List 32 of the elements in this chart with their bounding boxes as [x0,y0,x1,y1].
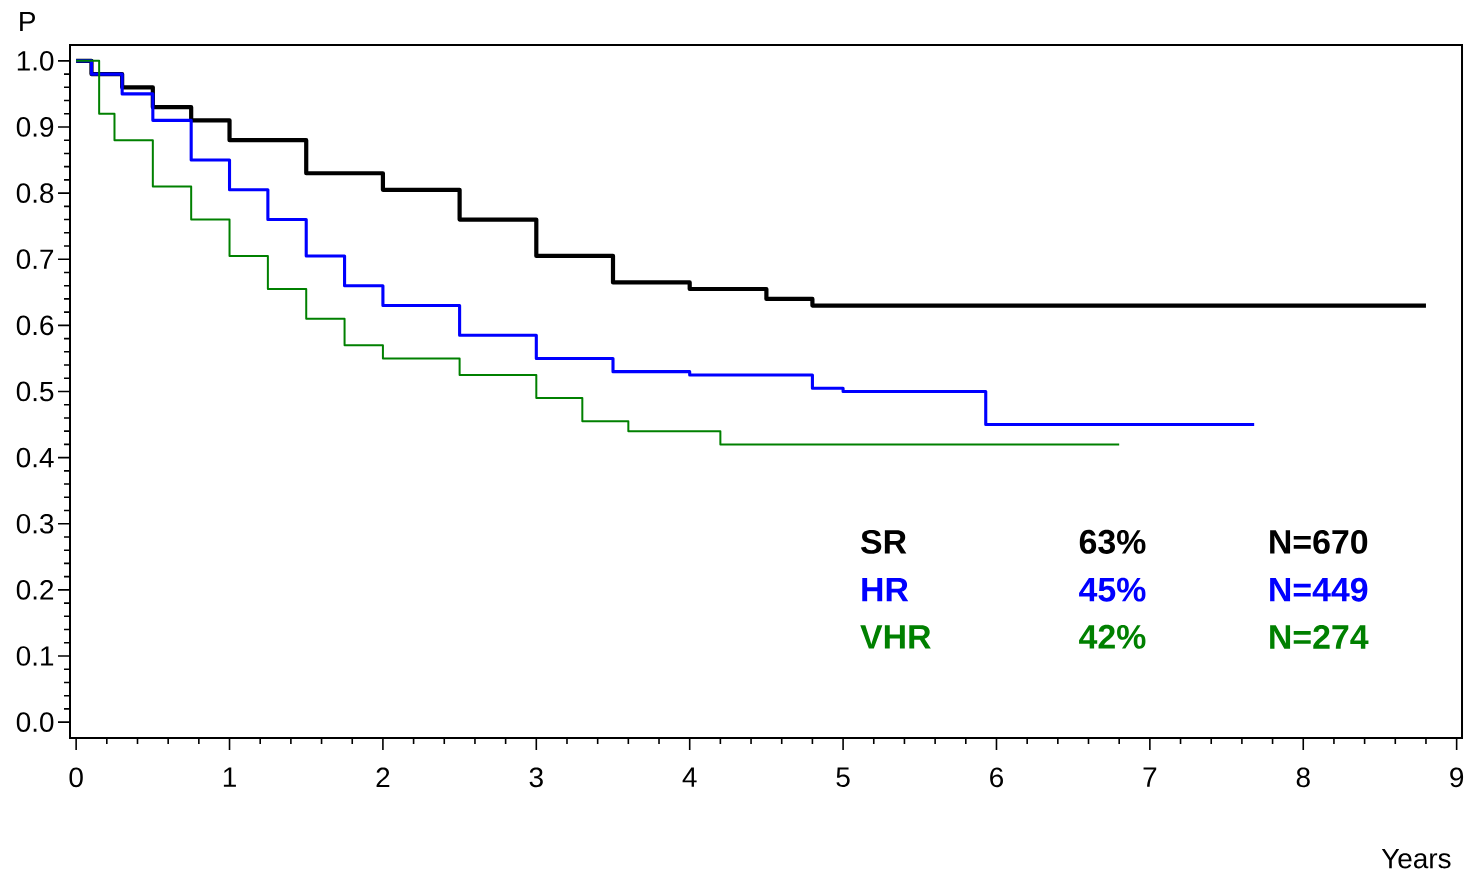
text: SR [860,529,907,554]
annotation: 45% [1079,577,1146,602]
x-tick-label: 0 [69,767,83,788]
y-tick-label: 0.0 [16,712,54,732]
y-tick-label: 1.0 [17,50,54,71]
x-tick-label: 3 [529,767,543,788]
y-tick-label: 0.6 [16,315,54,336]
x-tick-label: 1 [223,767,236,787]
annotation: N=670 [1270,529,1368,554]
y-tick-label: 0.7 [16,249,54,270]
y-tick-label: 0.1 [16,646,54,666]
x-tick-label: 4 [682,767,697,787]
y-tick-label: 0.5 [16,381,54,402]
y-tick-label: 0.9 [16,117,54,137]
annotation: 42% [1079,624,1146,649]
y-tick-label: 0.8 [16,183,54,203]
text: VHR [860,625,931,649]
x-axis-title: Years [1381,848,1451,869]
x-tick-label: 8 [1296,767,1310,788]
y-tick-label: 0.3 [16,513,54,534]
x-tick-label: 2 [376,767,390,787]
y-tick-label: 0.4 [16,447,54,468]
annotation: 63% [1079,529,1146,554]
annotation: N=449 [1270,577,1368,602]
x-tick-label: 5 [836,767,850,787]
annotation: N=274 [1270,624,1369,649]
x-tick-label: 9 [1450,767,1464,788]
y-axis-title: P [20,11,35,32]
x-tick-label: 6 [990,767,1003,788]
x-tick-label: 7 [1143,767,1157,787]
y-tick-label: 0.2 [16,580,54,600]
text: HR [862,578,909,602]
